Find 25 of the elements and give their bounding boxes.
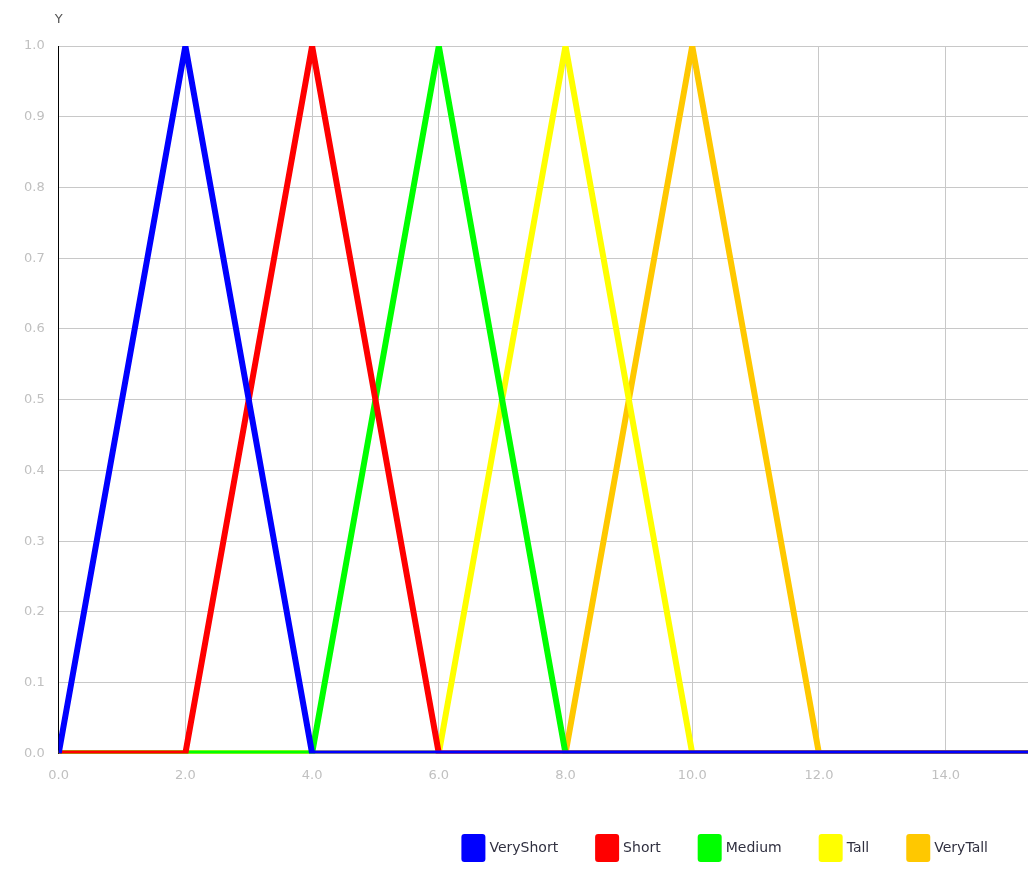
y-tick-label: 0.3	[23, 532, 45, 548]
x-tick-label: 4.0	[301, 766, 323, 782]
y-tick-label: 0.5	[23, 391, 45, 407]
y-tick-label: 1.0	[23, 37, 45, 53]
legend-label: Short	[623, 838, 662, 855]
legend-label: Tall	[845, 838, 870, 855]
x-tick-label: 6.0	[428, 766, 450, 782]
x-tick-label: 0.0	[48, 766, 70, 782]
x-tick-label: 14.0	[931, 766, 961, 782]
legend-label: Medium	[725, 838, 782, 855]
legend-label: VeryTall	[934, 838, 989, 855]
y-axis-title: Y	[53, 10, 63, 26]
y-tick-label: 0.4	[23, 461, 45, 477]
y-tick-label: 0.1	[23, 674, 45, 690]
x-tick-label: 8.0	[555, 766, 576, 782]
y-tick-label: 0.9	[23, 108, 45, 124]
x-tick-label: 10.0	[677, 766, 707, 782]
y-tick-label: 0.7	[23, 249, 45, 265]
legend-label: VeryShort	[489, 838, 559, 855]
y-tick-label: 0.0	[23, 744, 45, 760]
y-tick-label: 0.8	[23, 178, 45, 194]
x-tick-label: 12.0	[804, 766, 834, 782]
y-tick-label: 0.2	[23, 603, 45, 619]
y-tick-label: 0.6	[23, 320, 45, 336]
x-tick-label: 2.0	[175, 766, 196, 782]
